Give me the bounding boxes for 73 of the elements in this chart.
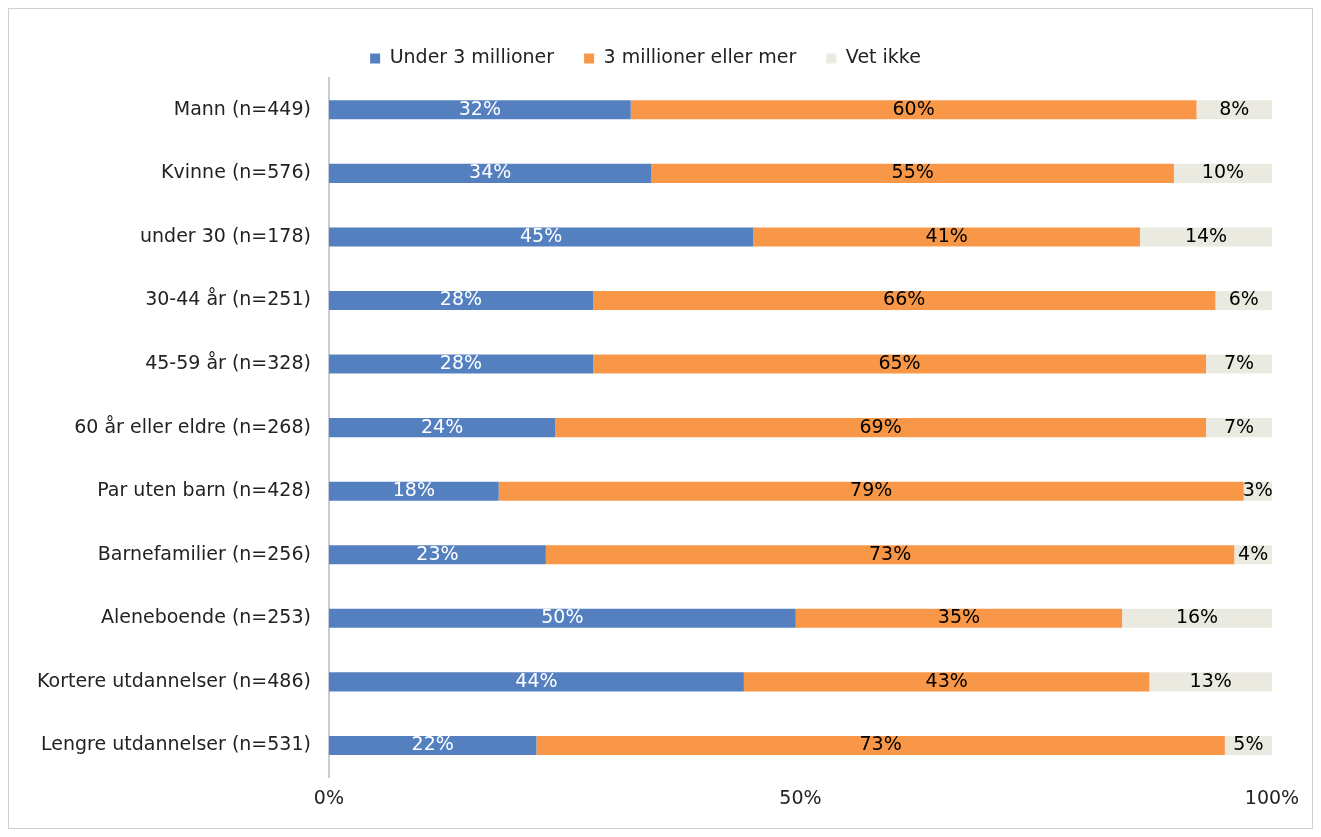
bar bbox=[328, 608, 796, 628]
data-label: 65% bbox=[878, 350, 921, 373]
bar bbox=[593, 290, 1216, 311]
data-label: 32% bbox=[458, 96, 501, 119]
data-label: 41% bbox=[925, 223, 968, 246]
data-label: 3% bbox=[1242, 478, 1273, 501]
bar bbox=[328, 354, 593, 374]
y-tick-label: 30-44 år (n=251) bbox=[145, 287, 311, 310]
data-label: 45% bbox=[520, 223, 563, 246]
bar bbox=[1122, 608, 1272, 628]
data-label: 35% bbox=[937, 605, 981, 628]
data-label: 23% bbox=[416, 541, 459, 564]
data-label: 43% bbox=[925, 668, 968, 691]
data-label: 24% bbox=[421, 414, 464, 437]
bar bbox=[743, 672, 1150, 692]
data-label: 28% bbox=[439, 350, 483, 373]
bar bbox=[328, 481, 499, 501]
y-tick-label: Aleneboende (n=253) bbox=[100, 605, 311, 628]
y-tick-label: Kvinne (n=576) bbox=[161, 160, 311, 183]
bar bbox=[630, 100, 1197, 120]
data-label: 73% bbox=[859, 732, 902, 755]
data-label: 44% bbox=[515, 668, 558, 691]
bar bbox=[328, 163, 652, 183]
data-label: 6% bbox=[1228, 287, 1259, 310]
bar bbox=[328, 418, 556, 438]
bar bbox=[328, 100, 631, 120]
bar bbox=[328, 545, 546, 565]
data-label: 18% bbox=[392, 478, 435, 501]
bar bbox=[328, 227, 754, 247]
bar bbox=[328, 672, 744, 692]
data-label: 60% bbox=[892, 96, 935, 119]
bar bbox=[651, 163, 1174, 183]
x-tick-label: 50% bbox=[779, 785, 822, 808]
data-label: 73% bbox=[868, 541, 912, 564]
bar bbox=[545, 545, 1235, 565]
y-tick-label: Kortere utdannelser (n=486) bbox=[37, 668, 311, 691]
data-label: 34% bbox=[469, 160, 512, 183]
data-label: 55% bbox=[891, 160, 934, 183]
bar bbox=[328, 290, 593, 311]
y-tick-label: Mann (n=449) bbox=[173, 96, 311, 119]
y-tick-label: Barnefamilier (n=256) bbox=[97, 541, 311, 564]
bar bbox=[328, 735, 537, 755]
data-label: 66% bbox=[883, 287, 926, 310]
y-tick-label: Lengre utdannelser (n=531) bbox=[41, 732, 311, 755]
bar bbox=[498, 481, 1244, 501]
data-label: 16% bbox=[1175, 605, 1219, 628]
legend-label: Under 3 millioner bbox=[389, 45, 555, 68]
data-label: 14% bbox=[1184, 223, 1228, 246]
data-label: 79% bbox=[850, 478, 893, 501]
y-tick-label: Par uten barn (n=428) bbox=[97, 478, 311, 501]
bar bbox=[795, 608, 1123, 628]
data-label: 5% bbox=[1233, 732, 1264, 755]
data-label: 50% bbox=[541, 605, 584, 628]
y-tick-label: 60 år eller eldre (n=268) bbox=[74, 414, 311, 437]
data-label: 8% bbox=[1219, 96, 1250, 119]
data-label: 7% bbox=[1223, 414, 1255, 437]
legend-label: Vet ikke bbox=[845, 45, 921, 68]
y-tick-label: 45-59 år (n=328) bbox=[145, 350, 311, 373]
data-label: 13% bbox=[1189, 668, 1232, 691]
data-label: 4% bbox=[1238, 541, 1269, 564]
legend-label: 3 millioner eller mer bbox=[603, 45, 797, 68]
data-label: 7% bbox=[1223, 350, 1255, 373]
bar bbox=[593, 354, 1206, 374]
bar bbox=[753, 227, 1140, 247]
x-tick-label: 0% bbox=[313, 785, 345, 808]
x-tick-label: 100% bbox=[1244, 785, 1300, 808]
bar bbox=[555, 418, 1206, 438]
data-label: 28% bbox=[439, 287, 483, 310]
bar bbox=[536, 735, 1225, 755]
data-label: 22% bbox=[411, 732, 454, 755]
y-tick-label: under 30 (n=178) bbox=[139, 223, 311, 246]
data-label: 69% bbox=[859, 414, 902, 437]
data-label: 10% bbox=[1201, 160, 1245, 183]
